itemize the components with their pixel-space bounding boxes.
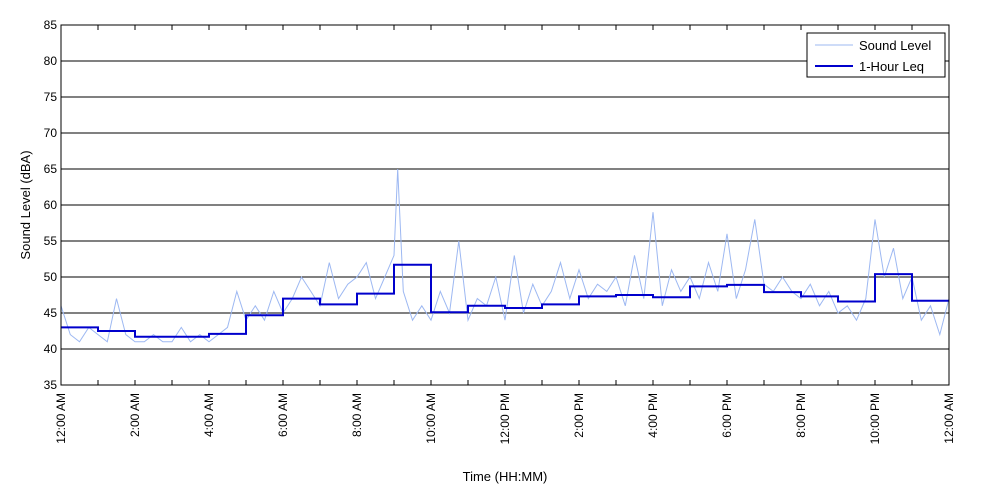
x-tick-label: 2:00 PM bbox=[572, 393, 586, 438]
x-tick-label: 12:00 AM bbox=[54, 393, 68, 444]
y-tick-label: 55 bbox=[44, 234, 58, 248]
x-tick-label: 12:00 AM bbox=[942, 393, 956, 444]
grid-lines bbox=[61, 60, 949, 350]
x-axis-ticks: 12:00 AM 2:00 AM 4:00 AM 6:00 AM 8:00 AM 10:0… bbox=[54, 25, 956, 444]
y-tick-label: 50 bbox=[44, 270, 58, 284]
x-tick-label: 10:00 AM bbox=[424, 393, 438, 444]
plot-series bbox=[60, 168, 950, 343]
x-tick-label: 8:00 AM bbox=[350, 393, 364, 437]
x-tick-label: 2:00 AM bbox=[128, 393, 142, 437]
x-tick-label: 4:00 AM bbox=[202, 393, 216, 437]
y-tick-label: 85 bbox=[44, 18, 58, 32]
y-tick-label: 40 bbox=[44, 342, 58, 356]
y-tick-label: 80 bbox=[44, 54, 58, 68]
y-tick-label: 75 bbox=[44, 90, 58, 104]
x-tick-label: 4:00 PM bbox=[646, 393, 660, 438]
x-tick-label: 8:00 PM bbox=[794, 393, 808, 438]
legend-label-sound-level: Sound Level bbox=[859, 38, 931, 53]
x-tick-label: 10:00 PM bbox=[868, 393, 882, 444]
leq-1-hour-step-line bbox=[61, 263, 949, 338]
legend-label-1-hour-leq: 1-Hour Leq bbox=[859, 59, 924, 74]
legend-box bbox=[806, 32, 946, 78]
y-tick-label: 65 bbox=[44, 162, 58, 176]
x-tick-label: 6:00 AM bbox=[276, 393, 290, 437]
y-tick-label: 35 bbox=[44, 378, 58, 392]
y-tick-label: 45 bbox=[44, 306, 58, 320]
x-axis-title: Time (HH:MM) bbox=[463, 469, 548, 484]
y-tick-label: 70 bbox=[44, 126, 58, 140]
x-tick-label: 6:00 PM bbox=[720, 393, 734, 438]
sound-level-line bbox=[60, 168, 950, 343]
y-tick-label: 60 bbox=[44, 198, 58, 212]
legend: Sound Level 1-Hour Leq bbox=[806, 32, 946, 78]
x-tick-label: 12:00 PM bbox=[498, 393, 512, 444]
y-axis-ticks: 35 40 45 50 55 60 65 70 75 80 85 bbox=[44, 18, 58, 392]
y-axis-title: Sound Level (dBA) bbox=[18, 150, 33, 259]
